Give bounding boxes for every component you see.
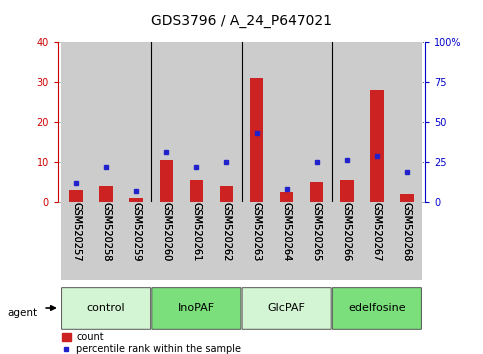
Text: GSM520265: GSM520265 [312,202,322,261]
Bar [61,42,91,202]
Bar [370,90,384,202]
Bar [271,42,302,202]
FancyBboxPatch shape [61,288,151,329]
Bar [190,180,203,202]
Text: GSM520261: GSM520261 [191,202,201,261]
Bar [250,78,263,202]
Text: GSM520261: GSM520261 [191,202,201,261]
Bar [362,42,392,202]
Text: GDS3796 / A_24_P647021: GDS3796 / A_24_P647021 [151,14,332,28]
Text: GSM520267: GSM520267 [372,202,382,261]
Text: GSM520260: GSM520260 [161,202,171,261]
Bar [121,42,151,202]
Text: GSM520263: GSM520263 [252,202,261,261]
Text: GSM520263: GSM520263 [252,202,261,261]
Bar [129,198,143,202]
Bar [151,198,181,284]
Text: GSM520264: GSM520264 [282,202,292,261]
FancyBboxPatch shape [332,288,422,329]
Text: GSM520262: GSM520262 [222,202,231,261]
Text: GSM520264: GSM520264 [282,202,292,261]
Bar [69,190,83,202]
Bar [220,186,233,202]
Bar [62,333,71,341]
Text: edelfosine: edelfosine [348,303,406,313]
Bar [212,42,242,202]
Text: GSM520266: GSM520266 [342,202,352,261]
Bar [61,198,91,284]
Bar [392,198,422,284]
Bar [332,198,362,284]
Text: control: control [87,303,126,313]
Bar [91,42,121,202]
Bar [332,42,362,202]
Text: GSM520267: GSM520267 [372,202,382,261]
Text: GSM520266: GSM520266 [342,202,352,261]
Bar [121,198,151,284]
Text: GlcPAF: GlcPAF [268,303,306,313]
Text: GSM520265: GSM520265 [312,202,322,261]
Text: InoPAF: InoPAF [178,303,215,313]
Text: GSM520258: GSM520258 [101,202,111,261]
Bar [362,198,392,284]
Text: GSM520258: GSM520258 [101,202,111,261]
Bar [159,160,173,202]
Text: GSM520268: GSM520268 [402,202,412,261]
Bar [310,182,324,202]
Text: GSM520260: GSM520260 [161,202,171,261]
Bar [302,198,332,284]
Bar [242,42,271,202]
Text: GSM520259: GSM520259 [131,202,141,261]
Text: count: count [76,332,104,342]
Bar [212,198,242,284]
Bar [280,192,293,202]
Text: GSM520257: GSM520257 [71,202,81,261]
Bar [271,198,302,284]
Bar [151,42,181,202]
Bar [99,186,113,202]
Bar [242,198,271,284]
Text: percentile rank within the sample: percentile rank within the sample [76,344,242,354]
Bar [340,180,354,202]
Text: GSM520259: GSM520259 [131,202,141,261]
Bar [181,198,212,284]
Bar [400,194,414,202]
FancyBboxPatch shape [242,288,331,329]
Text: GSM520268: GSM520268 [402,202,412,261]
Bar [91,198,121,284]
FancyBboxPatch shape [152,288,241,329]
Text: agent: agent [7,308,37,318]
Text: GSM520257: GSM520257 [71,202,81,261]
Bar [392,42,422,202]
Bar [302,42,332,202]
Bar [181,42,212,202]
Text: GSM520262: GSM520262 [222,202,231,261]
